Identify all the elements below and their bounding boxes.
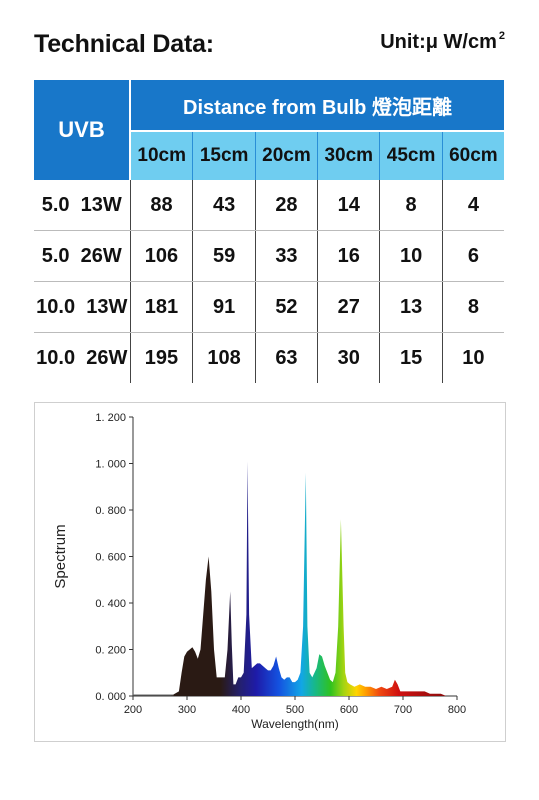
row-label: 5.0 26W [34,230,130,282]
table-cell: 30 [317,332,380,383]
y-tick-label: 1. 200 [95,412,126,424]
x-tick-label: 300 [178,704,196,716]
table-cell: 14 [317,180,380,231]
table-cell: 52 [254,281,318,333]
distance-header: 15cm [192,130,256,180]
uvb-value: 5.0 [41,193,70,216]
table-row: 10.0 26W 195 108 63 30 15 10 [34,332,504,384]
unit-text: Unit:μ W/cm [380,31,497,53]
distance-header-row: 10cm 15cm 20cm 30cm 45cm 60cm [34,130,504,180]
distance-header: 45cm [379,130,443,180]
table-row: 10.0 13W 181 91 52 27 13 8 [34,281,504,333]
watt-value: 26W [86,346,128,369]
table-cell: 181 [129,281,193,333]
uvb-value: 10.0 [36,295,76,318]
uvb-value: 5.0 [41,244,70,267]
distance-header: 20cm [255,130,319,180]
table-cell: 106 [129,230,193,282]
uvb-intensity-table: UVB Distance from Bulb 燈泡距離 10cm 15cm 20… [34,80,504,383]
y-tick-label: 0. 200 [95,645,126,657]
table-cell: 33 [254,230,318,282]
table-cell: 16 [317,230,380,282]
row-label: 10.0 13W [34,281,130,333]
row-label: 5.0 13W [34,180,130,231]
table-cell: 13 [379,281,443,333]
x-tick-label: 700 [394,704,412,716]
table-cell: 15 [379,332,443,383]
unit-label: Unit:μ W/cm 2 [380,30,505,54]
table-cell: 59 [192,230,256,282]
table-row: 5.0 26W 106 59 33 16 10 6 [34,230,504,282]
table-cell: 28 [254,180,318,231]
table-cell: 8 [379,180,443,231]
uvb-column-header: UVB [34,80,131,180]
distance-header: 10cm [130,130,194,180]
watt-value: 26W [80,244,122,267]
x-tick-label: 500 [286,704,304,716]
spectrum-area [133,461,447,696]
x-tick-label: 200 [124,704,142,716]
distance-header: 60cm [442,130,504,180]
row-label: 10.0 26W [34,333,130,384]
table-cell: 91 [192,281,256,333]
page-title: Technical Data: [34,30,214,58]
table-cell: 27 [317,281,380,333]
table-cell: 8 [441,281,504,333]
y-tick-label: 0. 600 [95,552,126,564]
x-axis-label: Wavelength(nm) [251,717,339,731]
table-cell: 6 [441,230,504,282]
y-tick-label: 1. 000 [95,459,126,471]
table-cell: 10 [441,332,504,383]
distance-group-header: Distance from Bulb 燈泡距離 [130,80,504,131]
table-cell: 63 [254,332,318,383]
x-tick-label: 600 [340,704,358,716]
watt-value: 13W [80,193,122,216]
y-tick-label: 0. 400 [95,598,126,610]
table-cell: 43 [192,180,256,231]
x-tick-label: 800 [448,704,466,716]
plot-area: 0. 000 0. 200 0. 400 0. 600 0. 800 1. 000 1. 2… [52,412,466,731]
unit-superscript: 2 [498,30,505,42]
table-cell: 195 [129,332,193,383]
y-axis-label: Spectrum [52,524,69,588]
y-tick-label: 0. 000 [95,691,126,703]
table-cell: 108 [192,332,256,383]
x-tick-label: 400 [232,704,250,716]
watt-value: 13W [86,295,128,318]
spectrum-chart-svg: 0. 000 0. 200 0. 400 0. 600 0. 800 1. 000 1. 2… [52,412,466,731]
uvb-value: 10.0 [36,346,76,369]
table-row: 5.0 13W 88 43 28 14 8 4 [34,180,504,231]
table-cell: 4 [441,180,504,231]
spectrum-chart: 0. 000 0. 200 0. 400 0. 600 0. 800 1. 000 1. 2… [34,402,506,742]
distance-header: 30cm [317,130,381,180]
y-tick-label: 0. 800 [95,505,126,517]
table-cell: 88 [129,180,193,231]
table-cell: 10 [379,230,443,282]
